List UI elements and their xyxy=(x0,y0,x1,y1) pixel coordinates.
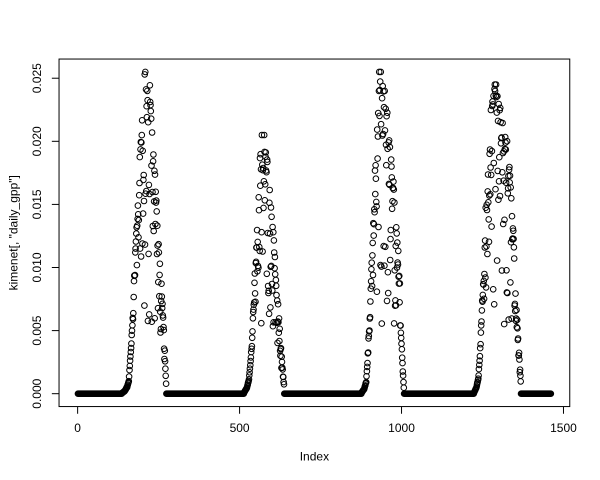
svg-text:Index: Index xyxy=(300,450,329,464)
svg-text:1500: 1500 xyxy=(550,421,577,435)
svg-text:0.010: 0.010 xyxy=(30,252,44,282)
svg-text:0.025: 0.025 xyxy=(30,63,44,93)
svg-text:0.020: 0.020 xyxy=(30,126,44,156)
svg-text:500: 500 xyxy=(230,421,250,435)
svg-text:kimenet[, "daily_gpp"]: kimenet[, "daily_gpp"] xyxy=(6,175,20,290)
svg-text:0.005: 0.005 xyxy=(30,315,44,345)
svg-text:0.000: 0.000 xyxy=(30,378,44,408)
svg-text:0: 0 xyxy=(74,421,81,435)
svg-text:0.015: 0.015 xyxy=(30,189,44,219)
svg-text:1000: 1000 xyxy=(388,421,415,435)
